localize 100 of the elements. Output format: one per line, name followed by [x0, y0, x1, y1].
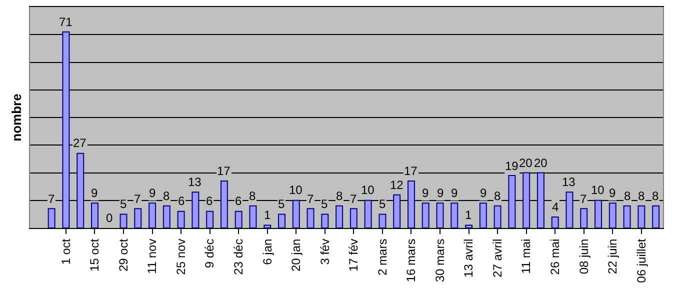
bar	[292, 200, 300, 228]
data-label: 1	[465, 208, 472, 222]
data-label: 5	[278, 197, 285, 211]
x-tick-label: 1 oct	[58, 238, 73, 265]
data-label: 13	[188, 175, 202, 189]
bar	[278, 214, 286, 228]
data-label: 6	[178, 194, 185, 208]
data-label: 6	[206, 194, 213, 208]
bar	[566, 192, 574, 228]
x-tick-label: 9 déc	[202, 238, 217, 268]
data-label: 27	[73, 136, 87, 150]
bar	[393, 194, 401, 228]
bar	[306, 208, 314, 228]
bar	[608, 202, 616, 228]
bar	[594, 200, 602, 228]
bar	[378, 214, 386, 228]
x-tick-label: 27 avril	[490, 238, 504, 278]
data-label: 5	[120, 197, 127, 211]
data-label: 9	[91, 186, 98, 200]
bar	[436, 202, 444, 228]
bar	[76, 152, 84, 228]
data-label: 8	[638, 189, 645, 203]
x-tick-label: 13 avril	[462, 238, 476, 278]
data-label: 8	[336, 189, 343, 203]
x-tick-label: 23 déc	[232, 238, 246, 275]
data-label: 7	[580, 192, 587, 206]
data-label: 8	[652, 189, 659, 203]
x-tick-label: 25 nov	[174, 238, 188, 275]
x-tick-label: 16 mars	[404, 238, 418, 282]
bar	[536, 172, 544, 228]
bar	[321, 214, 329, 228]
data-label: 9	[451, 186, 458, 200]
data-label: 17	[217, 164, 231, 178]
x-tick-label: 17 fév	[346, 238, 361, 272]
bar	[162, 205, 170, 228]
data-label: 9	[609, 186, 616, 200]
bar	[623, 205, 631, 228]
bar	[220, 180, 228, 228]
bar	[206, 210, 214, 228]
bar	[494, 205, 502, 228]
data-label: 9	[437, 186, 444, 200]
bar	[638, 205, 646, 228]
data-label: 7	[350, 192, 357, 206]
bar	[120, 214, 128, 228]
x-tick-label: 29 oct	[116, 238, 130, 272]
data-label: 0	[106, 211, 113, 225]
bar	[350, 208, 358, 228]
bar	[177, 210, 185, 228]
x-tick-label: 06 juillet	[634, 238, 648, 283]
data-label: 9	[422, 186, 429, 200]
bar	[508, 175, 516, 228]
data-label: 1	[264, 208, 271, 222]
data-label: 7	[307, 192, 314, 206]
x-tick-label: 26 mai	[548, 238, 562, 275]
x-tick-label: 3 fév	[318, 238, 332, 265]
bar	[62, 31, 70, 228]
bar	[422, 202, 430, 228]
x-tick-label: 2 mars	[375, 238, 390, 276]
bar	[522, 172, 530, 228]
bar	[192, 192, 200, 228]
data-label: 4	[552, 200, 559, 214]
data-label: 8	[624, 189, 631, 203]
data-label: 10	[591, 183, 605, 197]
bar	[408, 180, 415, 228]
bar	[249, 205, 257, 228]
bar	[148, 202, 156, 228]
bar	[652, 205, 660, 228]
data-label: 6	[235, 194, 242, 208]
data-label: 9	[480, 186, 487, 200]
data-label: 12	[390, 178, 404, 192]
bar	[465, 224, 473, 228]
bar	[479, 202, 487, 228]
bar	[91, 202, 98, 228]
data-label: 7	[134, 192, 141, 206]
data-label: 13	[562, 175, 576, 189]
data-label: 8	[249, 189, 256, 203]
data-label: 8	[494, 189, 501, 203]
data-label: 20	[534, 156, 548, 170]
x-tick-label: 08 juin	[576, 238, 591, 274]
data-label: 5	[321, 197, 328, 211]
x-tick-label: 30 mars	[432, 238, 447, 282]
bar	[264, 224, 272, 228]
data-label: 20	[519, 156, 533, 170]
x-tick-label: 20 jan	[289, 238, 304, 272]
data-label: 19	[505, 159, 519, 173]
x-tick-label: 22 juin	[606, 238, 620, 274]
data-label: 17	[404, 164, 418, 178]
bar	[551, 216, 559, 228]
data-label: 9	[149, 186, 156, 200]
data-label: 71	[59, 15, 73, 29]
bar	[580, 208, 588, 228]
data-label: 5	[379, 197, 386, 211]
data-label: 8	[163, 189, 170, 203]
bar	[364, 200, 372, 228]
x-tick-label: 11 mai	[519, 238, 534, 274]
bar	[134, 208, 142, 228]
bar	[234, 210, 242, 228]
x-tick-label: 15 oct	[88, 238, 102, 272]
x-tick-label: 6 jan	[260, 238, 274, 265]
data-label: 10	[289, 183, 303, 197]
